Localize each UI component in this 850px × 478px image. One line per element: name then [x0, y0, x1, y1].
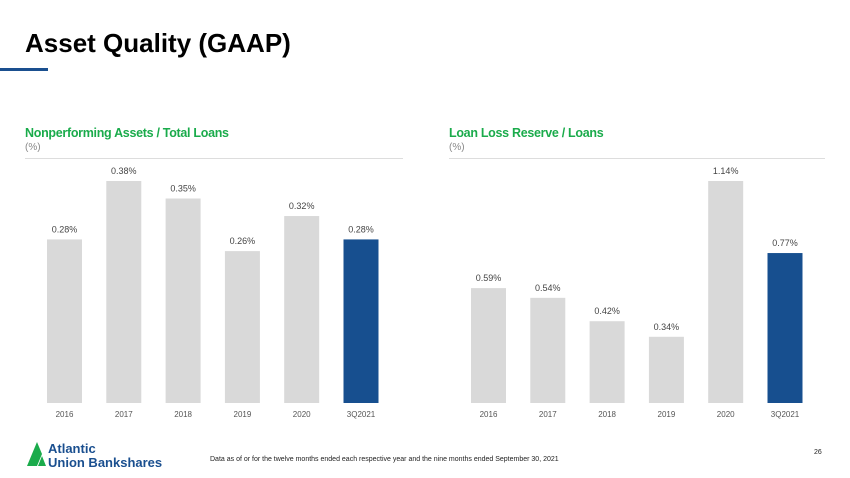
divider — [25, 158, 403, 159]
chart-subtitle-npa: (%) — [25, 142, 41, 153]
bar-3Q2021 — [767, 253, 803, 403]
data-label: 0.34% — [654, 322, 680, 332]
x-tick-label: 2017 — [115, 410, 133, 419]
data-label: 0.59% — [476, 273, 502, 283]
chart-title-llr: Loan Loss Reserve / Loans — [449, 126, 604, 140]
company-logo: Atlantic Union Bankshares — [25, 440, 195, 475]
bar-2020 — [284, 216, 320, 403]
data-label: 0.26% — [230, 236, 256, 246]
llr-bar-chart: 0.59% 2016 0.54% 2017 0.42% 2018 0.34% 2019 1.14… — [471, 166, 803, 419]
data-label: 0.42% — [594, 306, 620, 316]
x-tick-label: 2018 — [174, 410, 192, 419]
chart-subtitle-llr: (%) — [449, 142, 465, 153]
data-label: 0.54% — [535, 283, 561, 293]
bar-2017 — [530, 297, 566, 403]
bar-2018 — [589, 321, 625, 403]
x-tick-label: 2017 — [539, 410, 557, 419]
divider — [449, 158, 825, 159]
x-tick-label: 3Q2021 — [771, 410, 800, 419]
page-title: Asset Quality (GAAP) — [25, 28, 291, 58]
bar-2019 — [648, 336, 684, 403]
bar-2017 — [106, 181, 142, 403]
x-tick-label: 2016 — [480, 410, 498, 419]
svg-text:Union Bankshares: Union Bankshares — [48, 455, 162, 470]
footnote: Data as of or for the twelve months ende… — [210, 456, 559, 463]
x-tick-label: 2020 — [293, 410, 311, 419]
bar-2016 — [47, 239, 82, 403]
data-label: 0.28% — [348, 224, 374, 234]
x-tick-label: 3Q2021 — [347, 410, 376, 419]
bar-2019 — [224, 251, 260, 403]
title-accent-line — [0, 68, 48, 71]
data-label: 0.28% — [52, 224, 78, 234]
data-label: 0.38% — [111, 166, 137, 176]
svg-text:Atlantic: Atlantic — [48, 441, 96, 456]
x-tick-label: 2019 — [658, 410, 676, 419]
page-number: 26 — [814, 449, 822, 456]
data-label: 0.77% — [772, 238, 798, 248]
chart-title-npa: Nonperforming Assets / Total Loans — [25, 126, 229, 140]
npa-bar-chart: 0.28% 2016 0.38% 2017 0.35% 2018 0.26% 2019 0.32… — [47, 166, 379, 419]
bar-3Q2021 — [343, 239, 379, 403]
data-label: 0.32% — [289, 201, 315, 211]
data-label: 1.14% — [713, 166, 739, 176]
data-label: 0.35% — [170, 184, 196, 194]
x-tick-label: 2018 — [598, 410, 616, 419]
x-tick-label: 2016 — [56, 410, 74, 419]
x-tick-label: 2020 — [717, 410, 735, 419]
bar-2016 — [471, 288, 506, 403]
bar-2020 — [708, 181, 744, 403]
x-tick-label: 2019 — [234, 410, 252, 419]
bar-2018 — [165, 198, 201, 403]
